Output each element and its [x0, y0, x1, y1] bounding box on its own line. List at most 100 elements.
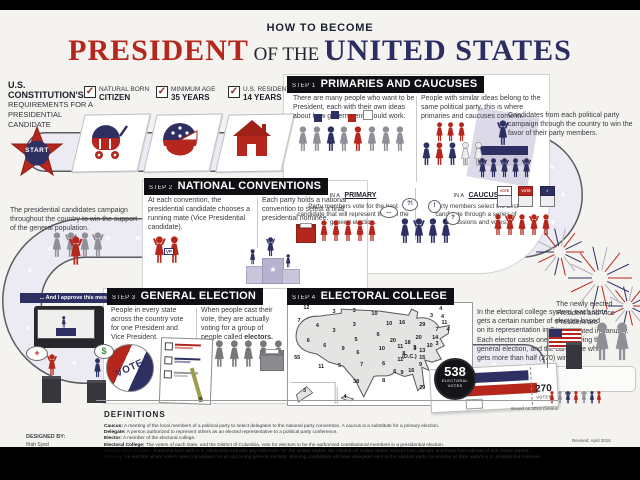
state-electoral-votes: 12: [303, 305, 310, 312]
census-note: Based on 2010 Census: [511, 406, 558, 411]
dc-label: (D.C.): [402, 354, 417, 360]
tv-icon: [34, 306, 104, 348]
state-electoral-votes: 4: [315, 323, 319, 330]
step4-text-2: Each elector casts one vote following th…: [477, 337, 604, 363]
requirement-citizen: ✓ NATURAL BORN CITIZEN: [84, 86, 152, 102]
campaign-left-text: The presidential candidates campaign thr…: [10, 207, 138, 233]
booth-sign: VOTE: [497, 186, 512, 196]
voting-booth-icon: VOTE: [497, 186, 512, 207]
state-electoral-votes: 4: [441, 314, 445, 321]
idea-box-icon: [348, 114, 356, 122]
inauguration-stage: [546, 366, 636, 392]
state-electoral-votes: 5: [354, 336, 358, 343]
state-electoral-votes: 6: [323, 342, 327, 349]
revised-date: Revised: April 2016: [572, 438, 611, 443]
requirements-subheading: REQUIREMENTS FOR A PRESIDENTIAL CANDIDAT…: [8, 100, 93, 129]
state-electoral-votes: 11: [397, 343, 404, 350]
state-electoral-votes: 16: [408, 368, 415, 375]
step3-label: STEP 3: [112, 295, 136, 301]
step1-text-2: People with similar ideas belong to the …: [421, 95, 541, 121]
title-united-states: UNITED STATES: [324, 34, 572, 67]
state-electoral-votes: 10: [371, 311, 378, 318]
state-electoral-votes: 20: [389, 337, 396, 344]
state-electoral-votes: 5: [337, 363, 342, 370]
inauguration-crowd: [548, 391, 603, 404]
state-electoral-votes: 3: [352, 322, 356, 329]
checkbox-icon: ✓: [228, 86, 240, 98]
runner-up-left: [248, 249, 257, 265]
voting-booth-icon: VOTE: [518, 186, 534, 207]
state-electoral-votes: 3: [352, 308, 356, 315]
step4-header: STEP 4 ELECTORAL COLLEGE: [287, 288, 455, 305]
economy-bubble: $: [94, 344, 114, 359]
requirements-heading: U.S. CONSTITUTION'S: [8, 80, 84, 100]
requirement-resident: ✓ U.S. RESIDENT 14 YEARS: [228, 86, 296, 102]
definitions-list: Caucus: A meeting of the local members o…: [104, 424, 556, 461]
vp-label: VP: [164, 248, 175, 255]
idea-box-icon: [331, 111, 339, 119]
state-electoral-votes: 38: [353, 378, 360, 385]
stroller-icon: [92, 125, 128, 159]
ballot-box-icon: [296, 223, 316, 243]
state-electoral-votes: 29: [419, 322, 426, 329]
state-electoral-votes: 9: [418, 362, 422, 369]
state-electoral-votes: 3: [435, 340, 439, 347]
step1-text-3: Candidates from each political party cam…: [508, 112, 633, 138]
podium-first: ★: [262, 258, 284, 284]
ballot-icon: [158, 337, 214, 405]
flag-pole: [547, 328, 548, 368]
designed-by-label: DESIGNED BY:: [26, 434, 66, 440]
primary-voter-queue: [318, 220, 378, 242]
title-president: PRESIDENT: [68, 34, 249, 67]
step4-label: STEP 4: [292, 295, 316, 301]
title-of-the: OF THE: [248, 44, 325, 65]
tv-candidate: [60, 316, 67, 328]
state-electoral-votes: 3: [332, 327, 336, 334]
president-and-vp: [592, 322, 632, 362]
state-electoral-votes: 11: [441, 320, 448, 327]
speech-bubble: !: [428, 200, 441, 213]
state-electoral-votes: 4: [343, 393, 347, 400]
speech-bubble: ?!: [402, 198, 418, 211]
campaigning-candidate: [496, 120, 510, 146]
badge-number: 538: [444, 364, 466, 379]
state-electoral-votes: 6: [382, 361, 386, 368]
state-electoral-votes: 6: [356, 349, 360, 356]
step2-text-1: At each convention, the presidential can…: [148, 197, 250, 232]
step1-header: STEP 1 PRIMARIES AND CAUCUSES: [287, 76, 485, 93]
definition-item: Caucus: A meeting of the local members o…: [104, 424, 440, 429]
party-crowd-front: [420, 142, 485, 166]
state-electoral-votes: 16: [399, 320, 406, 327]
state-electoral-votes: 15: [419, 355, 426, 362]
definition-item: Natural Born Citizen: Someone born with …: [104, 448, 530, 454]
speech-bubble: ...: [380, 206, 398, 218]
538-electoral-votes-badge: 538 ELECTORAL VOTES: [434, 358, 476, 400]
state-electoral-votes: 3: [429, 313, 434, 320]
state-electoral-votes: 14: [432, 334, 439, 341]
speech-bubble: ?: [446, 212, 460, 225]
requirement-label: MINIMUM AGE: [171, 86, 216, 93]
healthcare-bubble: +: [26, 346, 48, 361]
state-electoral-votes: 20: [415, 334, 422, 341]
nominee-winner: [265, 237, 276, 257]
state-electoral-votes: 11: [318, 364, 325, 371]
debater-blue: [92, 358, 103, 378]
requirement-value: CITIZEN: [99, 93, 131, 102]
state-electoral-votes: 9: [341, 345, 345, 352]
caucus-crowd: [492, 214, 552, 236]
podium-third: [282, 269, 300, 284]
state-electoral-votes: 29: [419, 384, 426, 391]
state-electoral-votes: 7: [360, 362, 364, 369]
step3-title: GENERAL ELECTION: [140, 290, 257, 302]
red-candidate-bar: [464, 382, 538, 397]
start-label: START: [25, 147, 49, 154]
state-electoral-votes: 9: [400, 370, 404, 377]
step2-label: STEP 2: [149, 185, 173, 191]
state-electoral-votes: 10: [386, 321, 393, 328]
checkbox-icon: ✓: [156, 86, 168, 98]
state-electoral-votes: 55: [294, 355, 301, 362]
booth-sign: ✓: [539, 186, 555, 196]
caucus-discussion-group: [398, 218, 453, 244]
title-kicker: HOW TO BECOME: [266, 22, 374, 34]
ballot-box-gray-icon: [260, 349, 284, 371]
